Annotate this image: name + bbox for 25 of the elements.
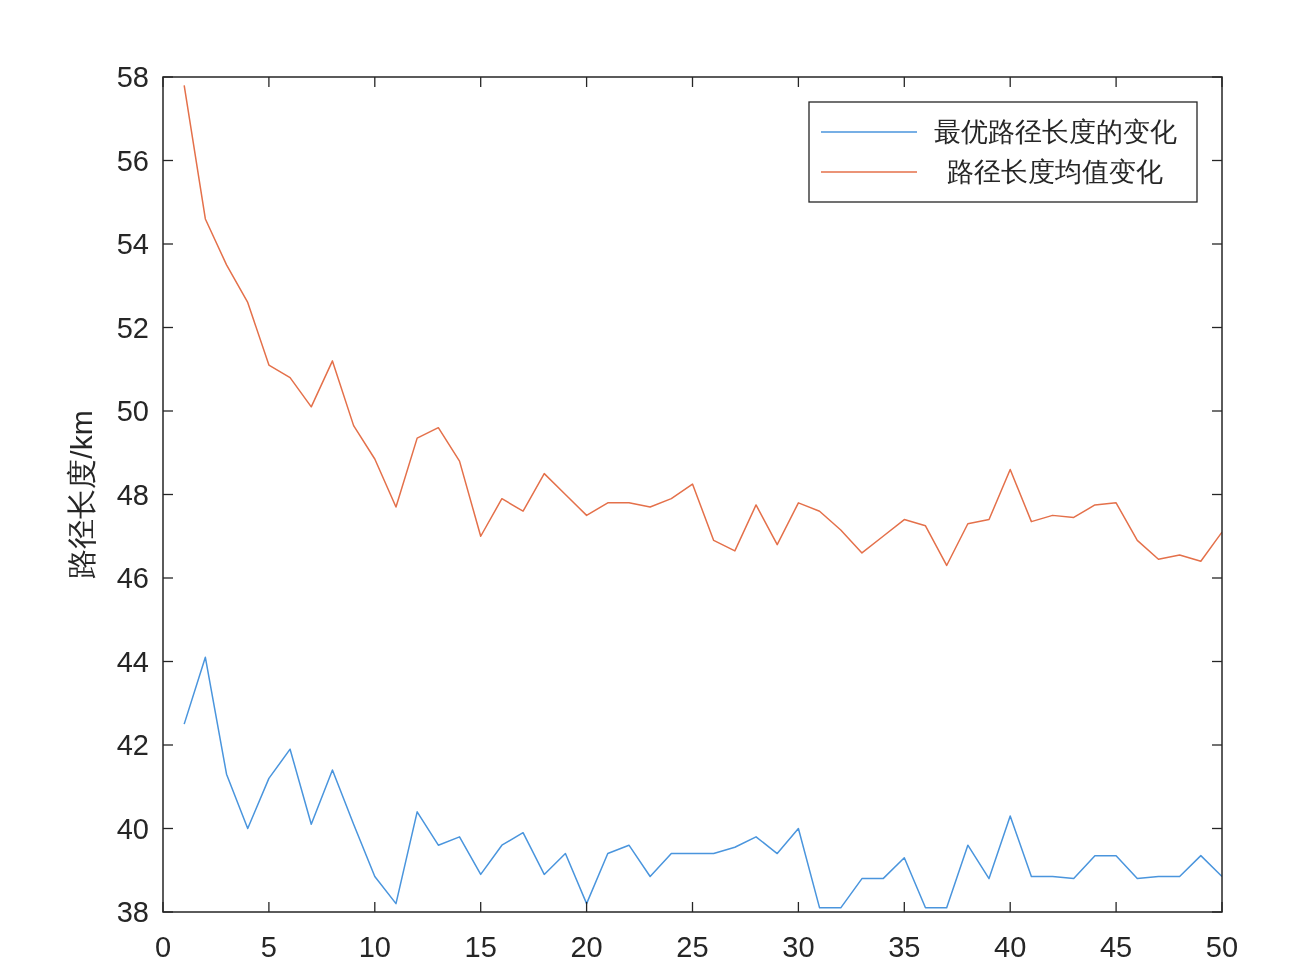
x-tick-label: 30 [782,931,815,963]
x-tick-label: 5 [260,931,277,963]
y-tick-label: 38 [116,896,149,928]
y-tick-label: 46 [116,562,149,594]
y-tick-label: 50 [116,395,149,427]
y-tick-label: 40 [116,812,149,845]
y-tick-label: 52 [116,311,149,344]
x-tick-label: 35 [888,931,921,963]
x-tick-label: 10 [358,931,391,963]
x-tick-label: 25 [676,931,709,963]
x-tick-label: 0 [154,931,172,963]
y-tick-label: 56 [116,144,149,177]
legend-label: 最优路径长度的变化 [933,117,1177,147]
x-tick-label: 50 [1205,931,1239,963]
legend-label: 路径长度均值变化 [947,157,1163,187]
y-tick-label: 48 [116,478,149,511]
y-axis-title: 路径长度/km [65,410,98,579]
y-tick-label: 54 [116,228,149,260]
x-tick-label: 45 [1099,931,1133,963]
y-tick-label: 42 [116,729,149,761]
y-tick-label: 44 [116,645,149,678]
x-tick-label: 40 [994,931,1027,963]
x-tick-label: 20 [570,931,603,963]
y-tick-label: 58 [116,61,149,93]
x-tick-label: 15 [464,931,497,963]
